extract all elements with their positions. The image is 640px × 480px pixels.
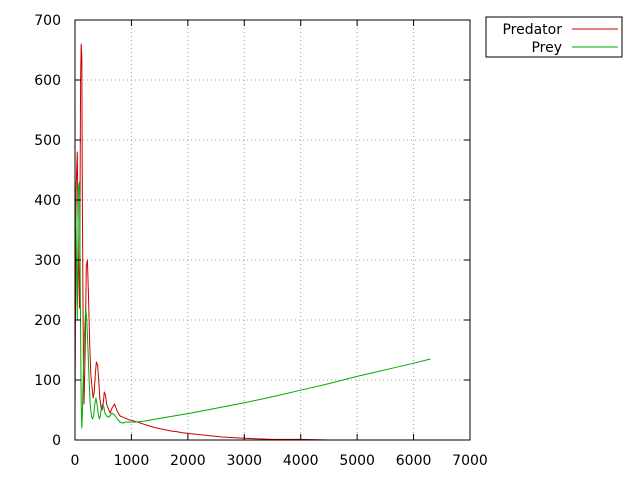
plot-frame (74, 19, 471, 441)
x-tick-label: 4000 (283, 453, 319, 469)
series-layer (74, 43, 431, 441)
x-tick-label: 3000 (226, 453, 262, 469)
x-tick-label: 6000 (396, 453, 432, 469)
y-tick-label: 100 (34, 373, 61, 389)
x-axis-tick-labels: 0 1000 2000 3000 4000 5000 6000 7000 (71, 453, 488, 469)
legend-box (485, 16, 623, 58)
y-tick-label: 700 (34, 13, 61, 29)
y-tick-label: 300 (34, 253, 61, 269)
y-tick-label: 600 (34, 73, 61, 89)
y-axis-tick-labels: 0 100 200 300 400 500 600 700 (34, 13, 61, 449)
x-tick-label: 5000 (339, 453, 375, 469)
axis-ticks (74, 19, 471, 441)
legend: Predator Prey (485, 16, 623, 58)
grid-lines (75, 20, 470, 440)
x-tick-label: 7000 (452, 453, 488, 469)
y-tick-label: 200 (34, 313, 61, 329)
series-line-predator (74, 43, 397, 441)
x-tick-label: 1000 (114, 453, 150, 469)
legend-label-prey: Prey (531, 40, 562, 56)
x-tick-label: 0 (71, 453, 80, 469)
y-tick-label: 400 (34, 193, 61, 209)
legend-label-predator: Predator (502, 22, 562, 38)
y-tick-label: 500 (34, 133, 61, 149)
series-line-prey (74, 181, 431, 429)
y-tick-label: 0 (52, 433, 61, 449)
x-tick-label: 2000 (170, 453, 206, 469)
